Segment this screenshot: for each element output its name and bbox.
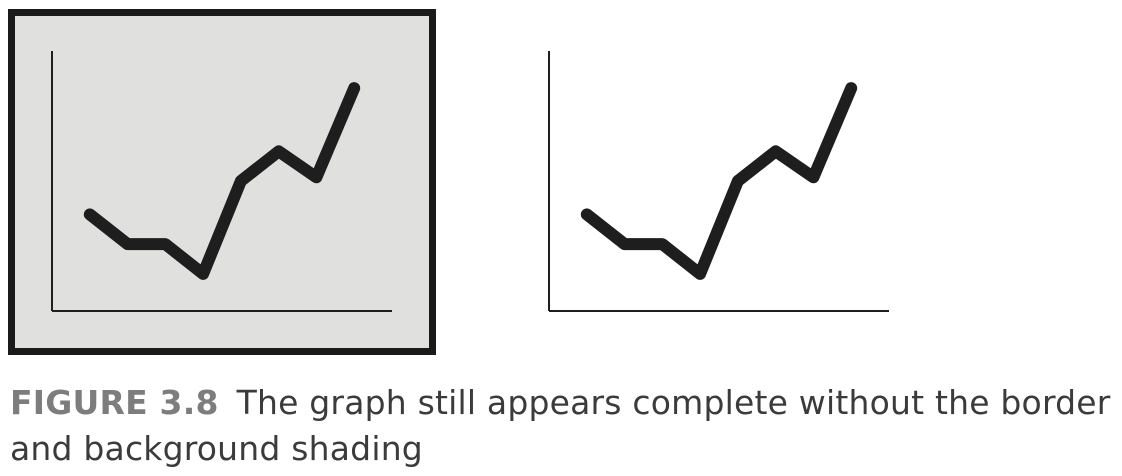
framed-chart-panel <box>8 9 436 355</box>
series-line <box>83 82 361 280</box>
plain-line-chart <box>548 51 889 312</box>
plain-chart-panel <box>505 9 933 355</box>
figure-caption: FIGURE 3.8 The graph still appears comple… <box>10 380 1118 472</box>
framed-line-chart <box>8 9 436 355</box>
figure-label: FIGURE 3.8 <box>10 383 219 422</box>
series-line <box>580 82 858 280</box>
chart-frame <box>8 9 436 355</box>
figure-caption-text: The graph still appears complete without… <box>10 383 1111 468</box>
